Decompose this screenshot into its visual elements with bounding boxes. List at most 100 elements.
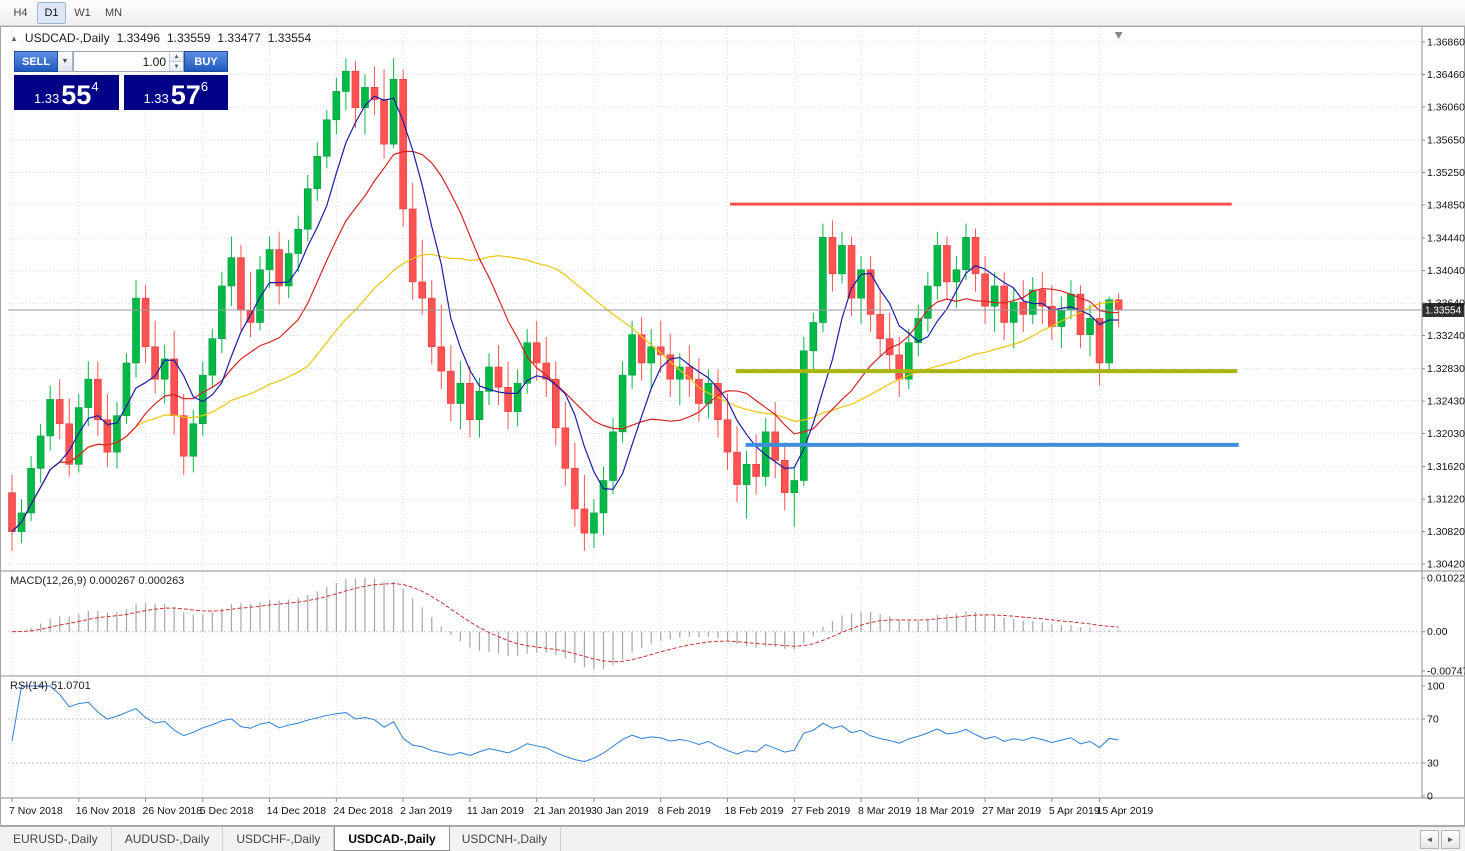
svg-text:1.31220: 1.31220	[1427, 494, 1465, 506]
candlestick-series	[8, 58, 1123, 552]
chart-canvas[interactable]: 1.33554 1.36860 1.36460 1.36060 1.35650 1.352…	[0, 26, 1465, 826]
tab-navigation: ◄ ►	[1420, 827, 1465, 851]
svg-text:0.010229: 0.010229	[1427, 573, 1465, 585]
svg-text:30: 30	[1427, 758, 1439, 770]
spinner-up-icon[interactable]: ▲	[170, 52, 183, 62]
svg-text:1.30820: 1.30820	[1427, 526, 1465, 538]
mid-ma-line	[11, 150, 1119, 533]
sell-price-prefix: 1.33	[33, 91, 60, 107]
timeframe-button-mn[interactable]: MN	[104, 6, 123, 19]
tab-usdchf[interactable]: USDCHF-,Daily	[223, 827, 335, 851]
svg-text:1.35650: 1.35650	[1427, 135, 1465, 147]
svg-text:7 Nov 2018: 7 Nov 2018	[9, 805, 63, 817]
rsi-value: 51.0701	[50, 680, 91, 692]
svg-text:-0.007477: -0.007477	[1427, 666, 1465, 678]
buy-price-display[interactable]: 1.33 57 6	[123, 75, 228, 110]
svg-text:1.34850: 1.34850	[1427, 199, 1465, 211]
horizontal-lines	[730, 202, 1239, 447]
svg-text:24 Dec 2018: 24 Dec 2018	[333, 805, 393, 817]
timeframe-button-d1[interactable]: D1	[37, 1, 66, 24]
moving-averages	[11, 95, 1119, 533]
svg-text:18 Feb 2019: 18 Feb 2019	[725, 805, 784, 817]
svg-text:1.36860: 1.36860	[1427, 37, 1465, 49]
svg-text:0: 0	[1427, 791, 1433, 803]
svg-text:100: 100	[1427, 681, 1445, 693]
buy-price-point: 6	[200, 79, 209, 94]
svg-text:1.32430: 1.32430	[1427, 396, 1465, 408]
symbol-title: USDCAD-,Daily	[24, 31, 110, 45]
svg-text:1.32030: 1.32030	[1427, 428, 1465, 440]
svg-text:16 Nov 2018: 16 Nov 2018	[76, 805, 136, 817]
svg-text:1.35250: 1.35250	[1427, 167, 1465, 179]
svg-text:2 Jan 2019: 2 Jan 2019	[400, 805, 452, 817]
current-price: 1.33554	[8, 302, 1465, 317]
svg-text:1.36460: 1.36460	[1427, 69, 1465, 81]
svg-text:27 Mar 2019: 27 Mar 2019	[982, 805, 1041, 817]
spinner-down-icon[interactable]: ▼	[170, 62, 183, 71]
ohlc-open: 1.33496	[116, 31, 160, 45]
ohlc-low: 1.33477	[217, 31, 261, 45]
tab-scroll-left-icon[interactable]: ◄	[1420, 829, 1439, 849]
buy-button[interactable]: BUY	[184, 51, 228, 72]
macd-indicator-label: MACD(12,26,9) 0.000267 0.000263	[10, 575, 184, 587]
svg-text:18 Mar 2019: 18 Mar 2019	[915, 805, 974, 817]
sell-button[interactable]: SELL	[14, 51, 58, 72]
svg-text:14 Dec 2018: 14 Dec 2018	[267, 805, 327, 817]
svg-text:1.30420: 1.30420	[1427, 559, 1465, 571]
chart-shift-marker[interactable]	[1114, 32, 1123, 39]
svg-text:8 Feb 2019: 8 Feb 2019	[658, 805, 711, 817]
sell-price-display[interactable]: 1.33 55 4	[14, 75, 119, 110]
buy-price-prefix: 1.33	[143, 91, 169, 107]
price-axis: 1.36860 1.36460 1.36060 1.35650 1.35250 1.348…	[1422, 37, 1465, 803]
tab-usdcnh[interactable]: USDCNH-,Daily	[449, 827, 562, 851]
rsi-line	[11, 685, 1119, 763]
svg-text:1.32830: 1.32830	[1427, 363, 1465, 375]
ohlc-high: 1.33559	[167, 31, 211, 45]
svg-text:1.34440: 1.34440	[1427, 233, 1465, 245]
svg-text:1.33240: 1.33240	[1427, 330, 1465, 342]
tab-audusd[interactable]: AUDUSD-,Daily	[112, 827, 224, 851]
svg-text:26 Nov 2018: 26 Nov 2018	[143, 805, 203, 817]
rsi-indicator-label: RSI(14) 51.0701	[10, 680, 91, 692]
svg-text:8 Mar 2019: 8 Mar 2019	[858, 805, 911, 817]
trade-panel-collapse-icon[interactable]: ▲	[10, 33, 18, 43]
timeframe-button-h4[interactable]: H4	[13, 6, 28, 19]
volume-spinner: ▲ ▼	[169, 52, 183, 71]
svg-text:11 Jan 2019: 11 Jan 2019	[467, 805, 524, 817]
volume-value[interactable]: 1.00	[142, 54, 166, 69]
volume-field[interactable]: 1.00 ▲ ▼	[73, 51, 184, 72]
tab-usdcad[interactable]: USDCAD-,Daily	[334, 827, 450, 851]
svg-text:1.31620: 1.31620	[1427, 461, 1465, 473]
chart-window: 1.33554 1.36860 1.36460 1.36060 1.35650 1.352…	[0, 26, 1465, 826]
slow-ma-line	[11, 253, 1119, 533]
tab-scroll-right-icon[interactable]: ►	[1441, 829, 1460, 849]
one-click-trade-panel: SELL ▼ 1.00 ▲ ▼ BUY 1.33 55 4 1.33 57 6	[14, 51, 228, 110]
buy-price-pips: 57	[170, 79, 201, 110]
symbol-info-bar: ▲ USDCAD-,Daily 1.33496 1.33559 1.33477 …	[10, 31, 311, 45]
rsi-name: RSI(14)	[10, 680, 48, 692]
svg-text:15 Apr 2019: 15 Apr 2019	[1097, 805, 1154, 817]
svg-text:5 Dec 2018: 5 Dec 2018	[200, 805, 254, 817]
svg-text:1.36060: 1.36060	[1427, 101, 1465, 113]
ohlc-close: 1.33554	[267, 31, 312, 45]
order-type-dropdown-icon[interactable]: ▼	[58, 51, 73, 72]
svg-text:0.00: 0.00	[1427, 626, 1448, 638]
fast-ma-line	[11, 95, 1119, 533]
timeframe-button-w1[interactable]: W1	[74, 6, 91, 19]
sell-price-point: 4	[91, 79, 99, 94]
macd-panel	[8, 577, 1421, 670]
tab-eurusd[interactable]: EURUSD-,Daily	[0, 827, 112, 851]
macd-signal-line	[11, 583, 1119, 663]
rsi-panel	[8, 685, 1421, 764]
svg-text:1.34040: 1.34040	[1427, 265, 1465, 277]
svg-text:70: 70	[1427, 714, 1439, 726]
current-price-tag	[1422, 302, 1465, 317]
macd-name: MACD(12,26,9)	[10, 575, 87, 587]
svg-text:5 Apr 2019: 5 Apr 2019	[1049, 805, 1100, 817]
macd-values: 0.000267 0.000263	[89, 575, 185, 587]
timeframe-toolbar: H4 D1 W1 MN	[0, 0, 1465, 26]
panel-frames	[0, 26, 1465, 826]
chart-tab-bar: EURUSD-,Daily AUDUSD-,Daily USDCHF-,Dail…	[0, 826, 1465, 851]
svg-text:21 Jan 2019: 21 Jan 2019	[534, 805, 592, 817]
